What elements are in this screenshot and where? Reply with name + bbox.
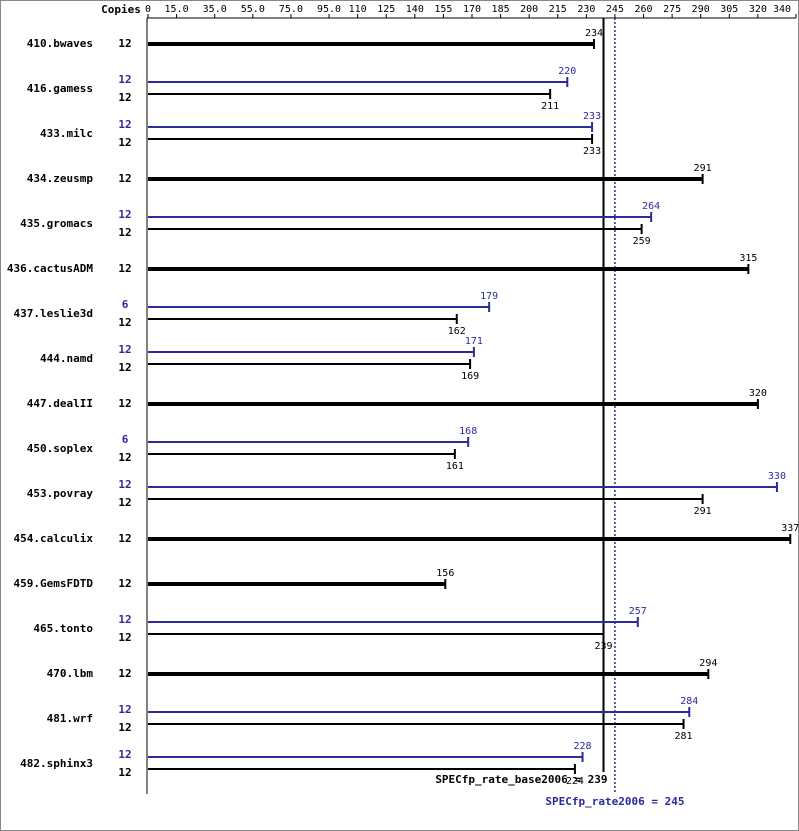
copies-label: 12	[118, 667, 131, 680]
x-tick-label: 185	[492, 4, 510, 15]
copies-label: 12	[118, 208, 131, 221]
value-label: 168	[459, 426, 477, 437]
value-label: 337	[781, 523, 799, 534]
copies-label: 12	[118, 136, 131, 149]
copies-label: 12	[118, 748, 131, 761]
value-label: 259	[633, 236, 651, 247]
benchmark-label: 433.milc	[40, 127, 93, 140]
copies-label: 12	[118, 577, 131, 590]
copies-label: 12	[118, 721, 131, 734]
copies-label: 12	[118, 496, 131, 509]
benchmark-label: 447.dealII	[27, 397, 93, 410]
value-label: 294	[699, 658, 717, 669]
copies-label: 12	[118, 451, 131, 464]
benchmark-label: 453.povray	[27, 487, 94, 500]
x-tick-label: 230	[577, 4, 595, 15]
value-label: 291	[694, 506, 712, 517]
x-tick-label: 155	[434, 4, 452, 15]
reference-label: SPECfp_rate_base2006 = 239	[435, 773, 607, 786]
x-tick-label: 260	[634, 4, 652, 15]
value-label: 211	[541, 101, 559, 112]
reference-label: SPECfp_rate2006 = 245	[545, 795, 684, 808]
benchmark-label: 437.leslie3d	[14, 307, 93, 320]
value-label: 264	[642, 201, 660, 212]
copies-label: 12	[118, 361, 131, 374]
x-tick-label: 320	[749, 4, 767, 15]
x-tick-label: 245	[606, 4, 624, 15]
copies-label: 12	[118, 226, 131, 239]
benchmark-label: 450.soplex	[27, 442, 94, 455]
benchmark-label: 410.bwaves	[27, 37, 93, 50]
value-label: 179	[480, 291, 498, 302]
copies-label: 12	[118, 478, 131, 491]
benchmark-label: 434.zeusmp	[27, 172, 94, 185]
value-label: 161	[446, 461, 464, 472]
benchmark-label: 435.gromacs	[20, 217, 93, 230]
benchmark-label: 470.lbm	[47, 667, 94, 680]
benchmark-label: 454.calculix	[14, 532, 94, 545]
copies-label: 6	[122, 298, 129, 311]
x-tick-label: 140	[406, 4, 424, 15]
value-label: 284	[680, 696, 698, 707]
value-label: 257	[629, 606, 647, 617]
benchmark-label: 465.tonto	[33, 622, 93, 635]
copies-label: 12	[118, 73, 131, 86]
value-label: 315	[739, 253, 757, 264]
value-label: 156	[436, 568, 454, 579]
copies-label: 12	[118, 316, 131, 329]
value-label: 220	[558, 66, 576, 77]
x-tick-label: 290	[692, 4, 710, 15]
x-tick-label: 55.0	[241, 4, 265, 15]
value-label: 234	[585, 28, 603, 39]
x-tick-label: 340	[773, 4, 791, 15]
value-label: 162	[448, 326, 466, 337]
copies-label: 12	[118, 172, 131, 185]
value-label: 239	[594, 641, 612, 652]
copies-label: 6	[122, 433, 129, 446]
x-tick-label: 75.0	[279, 4, 303, 15]
value-label: 224	[566, 776, 584, 787]
value-label: 233	[583, 111, 601, 122]
copies-label: 12	[118, 631, 131, 644]
value-label: 228	[574, 741, 592, 752]
axis-label: Copies	[101, 3, 141, 16]
benchmark-label: 481.wrf	[47, 712, 93, 725]
copies-label: 12	[118, 532, 131, 545]
copies-label: 12	[118, 262, 131, 275]
x-tick-label: 110	[349, 4, 367, 15]
value-label: 281	[675, 731, 693, 742]
benchmark-label: 482.sphinx3	[20, 757, 93, 770]
x-tick-label: 35.0	[203, 4, 227, 15]
value-label: 169	[461, 371, 479, 382]
x-tick-label: 275	[663, 4, 681, 15]
value-label: 233	[583, 146, 601, 157]
x-tick-label: 0	[145, 4, 151, 15]
x-tick-label: 15.0	[165, 4, 189, 15]
benchmark-label: 436.cactusADM	[7, 262, 93, 275]
copies-label: 12	[118, 343, 131, 356]
copies-label: 12	[118, 613, 131, 626]
x-tick-label: 95.0	[317, 4, 341, 15]
copies-label: 12	[118, 766, 131, 779]
x-tick-label: 125	[377, 4, 395, 15]
copies-label: 12	[118, 91, 131, 104]
copies-label: 12	[118, 37, 131, 50]
value-label: 330	[768, 471, 786, 482]
value-label: 320	[749, 388, 767, 399]
x-tick-label: 305	[720, 4, 738, 15]
copies-label: 12	[118, 118, 131, 131]
x-tick-label: 215	[549, 4, 567, 15]
benchmark-label: 444.namd	[40, 352, 93, 365]
benchmark-label: 416.gamess	[27, 82, 93, 95]
copies-label: 12	[118, 397, 131, 410]
x-tick-label: 200	[520, 4, 538, 15]
value-label: 291	[694, 163, 712, 174]
copies-label: 12	[118, 703, 131, 716]
x-tick-label: 170	[463, 4, 481, 15]
benchmark-label: 459.GemsFDTD	[14, 577, 94, 590]
value-label: 171	[465, 336, 483, 347]
